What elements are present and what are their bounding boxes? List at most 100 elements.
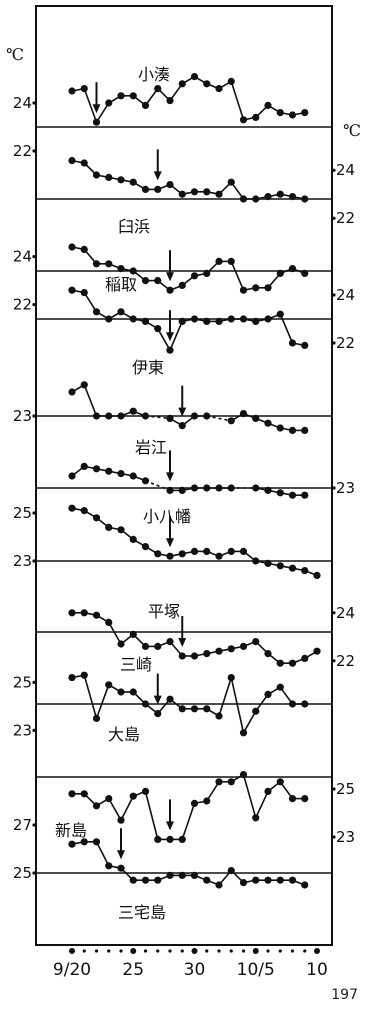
series-segment xyxy=(95,102,110,123)
data-point xyxy=(276,424,284,432)
data-point xyxy=(105,173,113,181)
y-tick-label: 23 xyxy=(13,552,32,570)
y-tick-mark xyxy=(332,787,336,791)
series-segment xyxy=(230,677,245,733)
x-tick-mark xyxy=(290,949,295,953)
arrow-marker xyxy=(178,385,187,417)
data-point xyxy=(105,795,113,803)
data-point xyxy=(227,867,235,875)
data-point xyxy=(288,491,297,499)
data-point xyxy=(276,269,284,277)
x-tick-mark xyxy=(156,949,160,953)
series-segment xyxy=(181,803,196,840)
data-point xyxy=(141,317,150,325)
data-point xyxy=(227,257,235,265)
series-segment xyxy=(108,798,122,821)
data-point xyxy=(166,835,174,844)
data-point xyxy=(288,795,297,803)
data-point xyxy=(129,688,137,696)
data-point xyxy=(105,260,113,268)
data-point xyxy=(276,778,284,786)
data-point xyxy=(239,771,248,779)
y-tick-mark xyxy=(32,149,36,153)
data-point xyxy=(190,799,199,808)
data-point xyxy=(190,272,199,280)
data-point xyxy=(68,157,76,165)
data-point xyxy=(129,407,137,415)
x-tick-label: 10 xyxy=(306,960,328,980)
data-point xyxy=(166,181,174,189)
data-point xyxy=(92,838,101,846)
data-point xyxy=(264,419,272,427)
data-point xyxy=(80,462,88,470)
data-point xyxy=(92,802,101,810)
y-tick-label: 24 xyxy=(336,161,355,179)
y-tick-mark xyxy=(332,168,336,172)
data-point xyxy=(301,700,309,708)
x-tick-mark xyxy=(107,949,111,953)
data-point xyxy=(264,559,272,568)
data-point xyxy=(288,339,297,347)
data-point xyxy=(68,504,76,512)
data-point xyxy=(288,111,297,119)
series-segment xyxy=(169,321,183,351)
data-point xyxy=(252,284,260,292)
y-tick-label: 25 xyxy=(13,864,32,882)
data-point xyxy=(117,265,125,273)
data-point xyxy=(129,630,137,639)
data-point xyxy=(117,308,125,316)
y-tick-label: 23 xyxy=(336,479,355,497)
y-tick-label: 24 xyxy=(13,94,32,112)
station-series: 25 23 平塚 xyxy=(13,504,332,621)
data-point xyxy=(264,876,272,884)
series-segment xyxy=(108,622,122,645)
series-segment xyxy=(242,774,257,819)
x-tick-mark xyxy=(241,949,246,953)
data-point xyxy=(215,712,223,720)
data-point xyxy=(129,315,137,323)
data-point xyxy=(80,838,88,846)
x-major-tick-mark xyxy=(191,948,198,954)
y-tick-label: 23 xyxy=(13,721,32,739)
data-point xyxy=(301,795,309,803)
data-point xyxy=(288,193,297,201)
x-tick-label: 25 xyxy=(122,960,144,980)
data-point xyxy=(105,523,113,532)
right-unit-label: ℃ xyxy=(343,121,361,140)
arrow-marker xyxy=(178,616,187,647)
y-tick-label: 24 xyxy=(13,248,32,266)
y-tick-label: 24 xyxy=(336,286,355,304)
data-point xyxy=(166,695,174,703)
data-point xyxy=(117,688,125,696)
y-tick-mark xyxy=(32,728,36,733)
data-point xyxy=(154,325,162,333)
data-point xyxy=(129,178,137,186)
data-point xyxy=(288,659,297,667)
data-point xyxy=(154,85,162,93)
data-point xyxy=(166,638,174,646)
x-tick-mark xyxy=(82,949,86,953)
data-point xyxy=(301,195,309,203)
data-point xyxy=(154,642,162,651)
series-segment xyxy=(157,328,171,351)
data-point xyxy=(92,611,101,619)
data-point xyxy=(80,85,88,93)
y-tick-label: 23 xyxy=(13,407,32,425)
data-point xyxy=(141,277,150,285)
data-point xyxy=(92,465,101,473)
y-tick-mark xyxy=(32,303,36,307)
data-point xyxy=(276,489,284,497)
data-point xyxy=(166,286,174,294)
data-point xyxy=(80,289,88,297)
data-point xyxy=(68,790,76,798)
station-label: 三宅島 xyxy=(118,903,166,922)
data-point xyxy=(227,547,235,556)
data-point xyxy=(141,876,150,884)
data-point xyxy=(129,92,137,100)
station-label: 三崎 xyxy=(120,655,152,674)
data-point xyxy=(166,486,174,494)
data-point xyxy=(203,80,211,88)
x-tick-mark xyxy=(180,949,184,953)
data-point xyxy=(178,486,186,494)
